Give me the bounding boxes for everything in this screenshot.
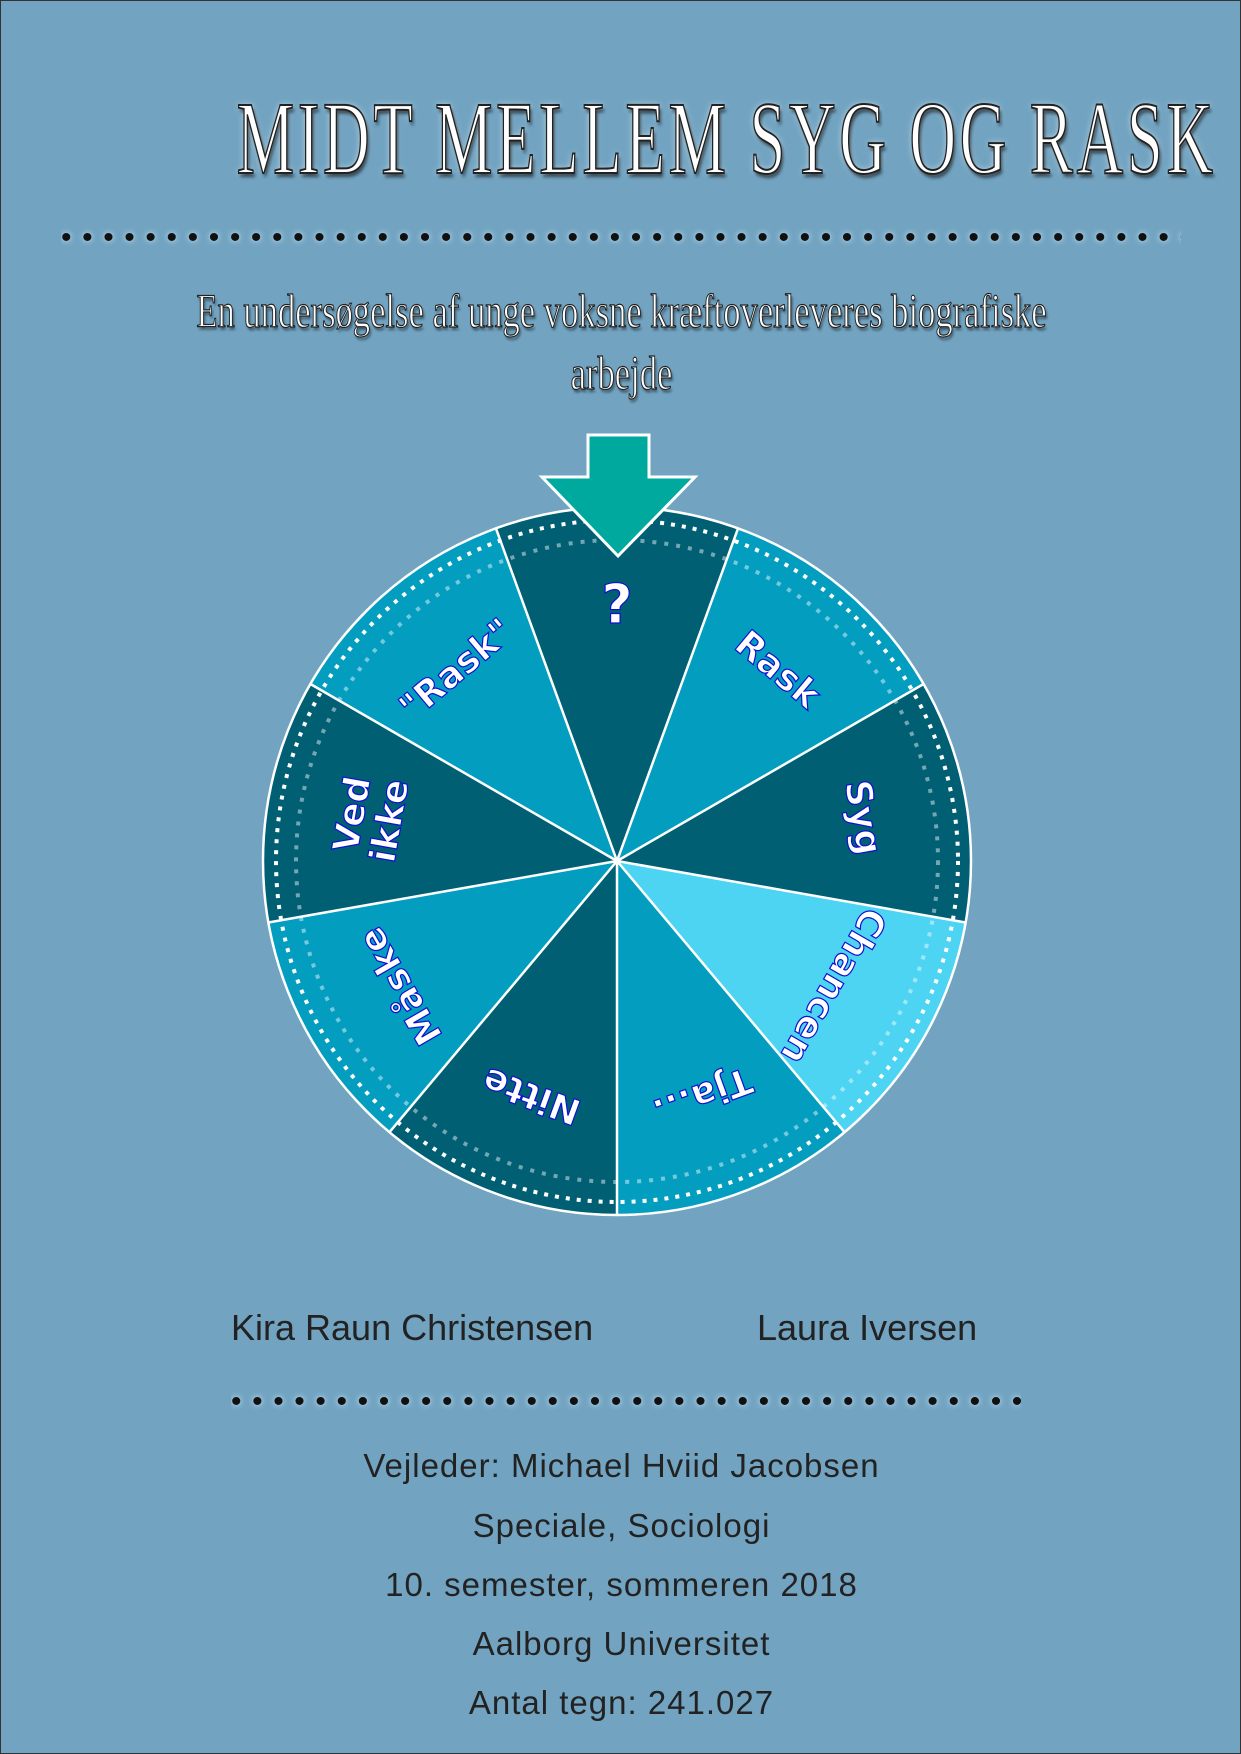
wheel-segment [617,861,845,1215]
wheel-segment-label: ? [601,573,632,636]
wheel-divider [309,682,618,863]
wheel-segment [495,507,739,861]
wheel-segment [268,861,617,1133]
wheel-divider [268,859,618,924]
author-2: Laura Iversen [757,1307,978,1348]
semester: 10. semester, sommeren 2018 [385,1566,858,1603]
wheel-divider [494,527,619,862]
wheel-segment [617,684,971,923]
wheel-segment [389,861,617,1215]
wheel-divider [616,682,925,863]
subtitle-line-1: En undersøgelse af unge voksne kræftover… [196,284,1047,338]
fortune-wheel: ?RaskSygChancenTja...NitteMåskeVedikke"R… [261,433,973,1217]
wheel-divider [616,860,846,1133]
character-count: Antal tegn: 241.027 [468,1684,775,1721]
divider-bottom: ••••••••••••••••••••••••••••••••••••••••… [231,1385,1021,1418]
wheel-divider [616,859,966,924]
supervisor: Vejleder: Michael Hviid Jacobsen [363,1447,880,1484]
wheel-divider [388,860,618,1133]
wheel-segment [263,684,617,923]
wheel-segment-label: Vedikke [325,770,417,866]
wheel-segment [617,861,966,1133]
pointer-arrow-icon [538,433,699,559]
subtitle-line-2: arbejde [570,346,673,400]
thesis-type: Speciale, Sociologi [472,1507,771,1544]
wheel-divider [615,527,740,862]
divider-top: ••••••••••••••••••••••••••••••••••••••••… [61,221,1181,254]
university: Aalborg Universitet [472,1625,771,1662]
author-1: Kira Raun Christensen [231,1307,594,1348]
wheel-segment [310,528,617,861]
